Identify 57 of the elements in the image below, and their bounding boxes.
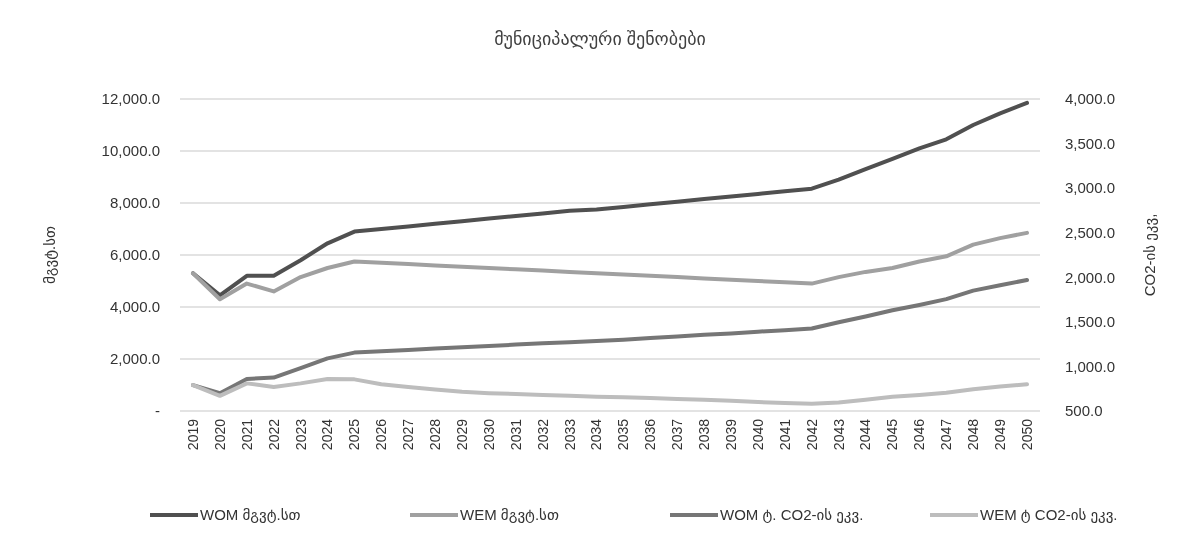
x-tick-label: 2034	[588, 418, 605, 451]
x-tick-label: 2031	[507, 418, 524, 451]
x-tick-label: 2029	[453, 418, 470, 451]
x-tick-label: 2037	[669, 418, 686, 451]
y2-tick-label: 2,500.0	[1065, 223, 1116, 241]
x-tick-label: 2035	[615, 418, 632, 451]
x-tick-label: 2023	[292, 418, 309, 451]
x-tick-label: 2022	[265, 418, 282, 451]
x-tick-label: 2045	[884, 418, 901, 451]
x-tick-label: 2049	[992, 418, 1008, 451]
line-series	[191, 277, 1029, 396]
x-tick-label: 2042	[803, 418, 820, 451]
y-tick-label: 10,000.0	[101, 142, 160, 160]
x-tick-label: 2021	[238, 418, 255, 451]
y2-axis-title: CO2-ის ეკვ,	[1141, 213, 1158, 297]
y-tick-label: 4,000.0	[109, 298, 160, 316]
legend-label: WOM მგვტ.სთ	[200, 506, 301, 524]
x-tick-label: 2048	[965, 418, 982, 451]
x-tick-label: 2041	[776, 418, 793, 451]
legend-label: WEM ტ CO2-ის ეკვ.	[980, 506, 1118, 524]
y2-tick-label: 1,000.0	[1065, 357, 1116, 375]
y-axis-title: მგვტ.სთ	[41, 225, 58, 285]
legend-label: WOM ტ. CO2-ის ეკვ.	[720, 506, 864, 524]
x-tick-label: 2047	[938, 418, 955, 451]
y2-tick-label: 1,500.0	[1065, 313, 1116, 331]
x-tick-label: 2019	[184, 418, 201, 451]
y-tick-label: -	[155, 402, 160, 420]
y2-tick-label: 500.0	[1065, 402, 1103, 420]
x-tick-label: 2038	[696, 418, 713, 451]
x-tick-label: 2039	[722, 418, 739, 451]
x-tick-label: 2040	[749, 418, 766, 451]
x-tick-label: 2020	[211, 418, 228, 451]
legend-label: WEM მგვტ.სთ	[460, 506, 559, 524]
x-tick-label: 2025	[346, 418, 363, 451]
x-tick-label: 2046	[911, 418, 928, 451]
y-tick-label: 8,000.0	[109, 194, 160, 212]
x-tick-label: 2033	[561, 418, 578, 451]
line-series	[191, 230, 1029, 302]
x-tick-label: 2043	[830, 418, 847, 451]
x-tick-label: 2024	[319, 418, 336, 451]
line-series	[191, 376, 1029, 406]
x-tick-label: 2030	[480, 418, 497, 451]
y-tick-label: 12,000.0	[101, 90, 160, 108]
x-tick-label: 2028	[427, 418, 444, 451]
chart-title: მუნიციპალური შენობები	[494, 29, 706, 49]
y2-tick-label: 3,000.0	[1065, 179, 1116, 197]
x-tick-label: 2026	[373, 418, 390, 451]
x-tick-label: 2032	[534, 418, 551, 451]
x-tick-label: 2050	[1018, 418, 1035, 451]
y-tick-label: 2,000.0	[109, 350, 160, 368]
x-tick-label: 2044	[857, 418, 874, 451]
x-tick-label: 2027	[400, 418, 417, 451]
y-tick-label: 6,000.0	[109, 246, 160, 264]
y2-tick-label: 2,000.0	[1065, 268, 1116, 286]
y2-tick-label: 4,000.0	[1065, 90, 1116, 108]
x-tick-label: 2036	[642, 418, 659, 451]
y2-tick-label: 3,500.0	[1065, 134, 1116, 152]
